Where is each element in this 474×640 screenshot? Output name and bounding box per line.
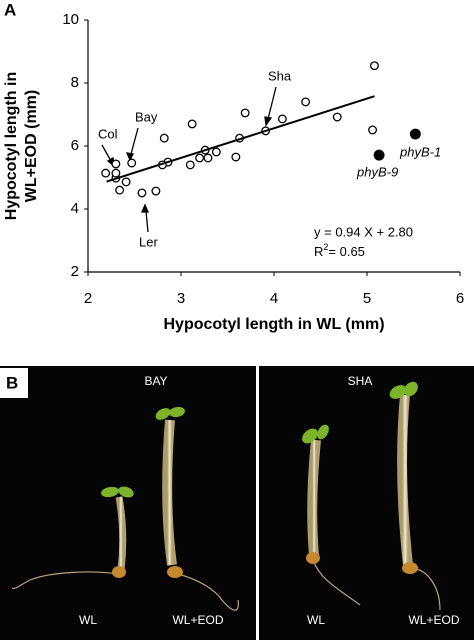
photo-title: BAY	[144, 374, 167, 388]
y-tick-label: 6	[71, 137, 79, 154]
panel-label-box	[0, 368, 28, 398]
point	[373, 149, 385, 161]
y-tick-label: 10	[62, 11, 79, 28]
r-value: = 0.65	[328, 244, 365, 259]
r-squared: R2= 0.65	[314, 242, 365, 259]
y-axis-title: WL+EOD (mm)	[23, 90, 40, 202]
photo-label: WL+EOD	[408, 613, 459, 627]
panel-label-box	[0, 0, 18, 20]
point	[185, 160, 195, 170]
photo-title: SHA	[348, 374, 373, 388]
x-tick-label: 2	[84, 290, 92, 307]
x-tick-label: 6	[456, 290, 464, 307]
annotation: Bay	[135, 109, 158, 124]
point	[127, 158, 137, 168]
x-tick-label: 3	[177, 290, 185, 307]
fit-line	[106, 95, 375, 183]
point	[111, 168, 121, 178]
photo	[0, 366, 256, 640]
hypocotyl	[307, 439, 321, 556]
point	[121, 177, 131, 187]
r-symbol: R	[314, 244, 323, 259]
x-tick-label: 5	[363, 290, 371, 307]
point	[187, 119, 197, 129]
y-tick-label: 4	[71, 200, 79, 217]
panel-b: B BAY WL WL+EOD SHA WL WL+EOD	[0, 364, 474, 640]
y-tick-label: 2	[71, 263, 79, 280]
cotyledons	[101, 381, 418, 498]
point	[231, 152, 241, 162]
annotation: phyB-1	[399, 144, 441, 159]
point	[137, 188, 147, 198]
point	[369, 61, 379, 71]
photo-label: WL	[307, 613, 325, 627]
hypocotyl	[162, 419, 177, 566]
point	[111, 159, 121, 169]
arrows	[101, 86, 277, 233]
x-axis-title: Hypocotyl length in WL (mm)	[163, 316, 384, 333]
panel-label: B	[6, 373, 18, 392]
y-axis-title: Hypocotyl length in	[3, 72, 20, 220]
annotation: Ler	[139, 234, 158, 249]
point	[159, 133, 169, 143]
x-tick-label: 4	[270, 290, 278, 307]
point	[368, 125, 378, 135]
y-tick-label: 8	[71, 74, 79, 91]
point	[332, 112, 342, 122]
point	[277, 114, 287, 124]
panel-a: A Hypocotyl length in WL+EOD (mm) Hypoco…	[0, 0, 465, 334]
seeds	[112, 552, 418, 578]
photo-label: WL	[79, 613, 97, 627]
equation: y = 0.94 X + 2.80	[314, 224, 413, 239]
annotation: phyB-9	[356, 164, 398, 179]
point	[101, 168, 111, 178]
superscript: 2	[323, 242, 328, 252]
photo-label: WL+EOD	[172, 613, 223, 627]
point	[211, 147, 221, 157]
annotation: Sha	[268, 68, 292, 83]
point	[203, 153, 213, 163]
point	[301, 97, 311, 107]
annotation: Col	[98, 126, 118, 141]
point	[195, 153, 205, 163]
point	[151, 186, 161, 196]
hypocotyl	[115, 496, 127, 571]
point	[240, 108, 250, 118]
point	[409, 128, 421, 140]
panel-label: A	[4, 0, 16, 19]
point	[115, 185, 125, 195]
photo	[259, 366, 474, 640]
hypocotyl	[397, 394, 413, 566]
